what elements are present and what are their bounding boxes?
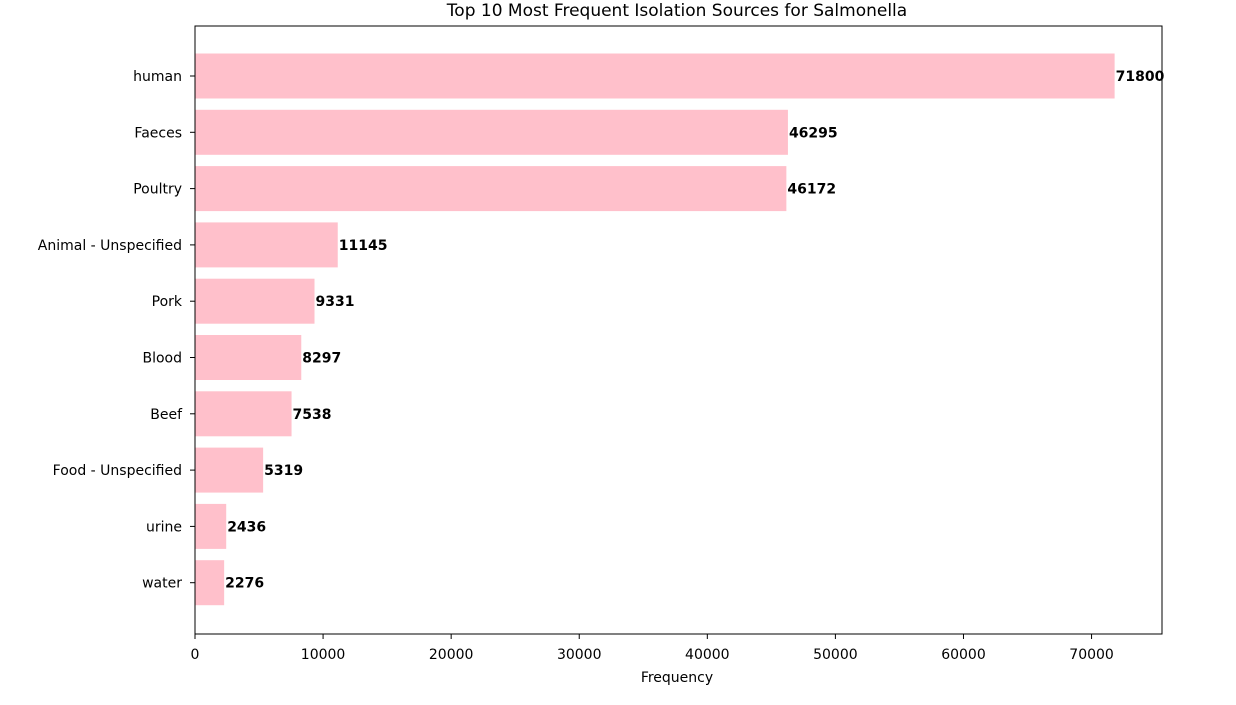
bar [195,503,227,549]
bars-group [195,53,1115,606]
y-tick-label: Food - Unspecified [53,463,182,479]
data-label: 7538 [293,407,332,423]
data-label: 5319 [264,463,303,479]
data-label: 9331 [316,294,355,310]
data-label: 8297 [302,351,341,367]
bar [195,166,787,212]
bar [195,53,1115,99]
data-label: 11145 [339,238,388,254]
x-tick-label: 60000 [941,647,986,663]
bar [195,109,788,155]
y-tick-label: Pork [152,294,183,310]
y-tick-label: Poultry [133,182,182,198]
bar [195,222,338,268]
data-labels: 71800 46295 46172 11145 9331 8297 7538 5319 2436… [225,69,1164,592]
x-axis-ticks: 0 10000 20000 30000 40000 50000 60000 70000 [191,634,1114,663]
y-tick-label: human [133,69,182,85]
x-axis-label: Frequency [641,670,713,686]
plot-frame [194,25,1163,635]
x-tick-label: 20000 [429,647,474,663]
y-tick-label: Animal - Unspecified [38,238,182,254]
y-tick-label: water [142,576,182,592]
x-tick-label: 10000 [301,647,346,663]
chart-title: Top 10 Most Frequent Isolation Sources f… [446,1,907,21]
y-tick-label: Beef [150,407,183,423]
data-label: 2436 [227,519,266,535]
x-tick-label: 0 [191,647,200,663]
x-tick-label: 40000 [685,647,730,663]
y-tick-label: Blood [142,351,182,367]
y-tick-label: urine [146,519,182,535]
bar [195,560,225,606]
x-tick-label: 70000 [1069,647,1114,663]
data-label: 46295 [789,125,838,141]
data-label: 2276 [225,576,264,592]
x-tick-label: 30000 [557,647,602,663]
bar [195,391,292,437]
y-tick-label: Faeces [134,125,182,141]
x-tick-label: 50000 [813,647,858,663]
bar [195,447,264,493]
data-label: 71800 [1116,69,1165,85]
bar [195,335,302,380]
y-tick-labels: human Faeces Poultry Animal - Unspecified Po… [38,69,195,592]
data-label: 46172 [787,182,836,198]
bar [195,278,315,324]
